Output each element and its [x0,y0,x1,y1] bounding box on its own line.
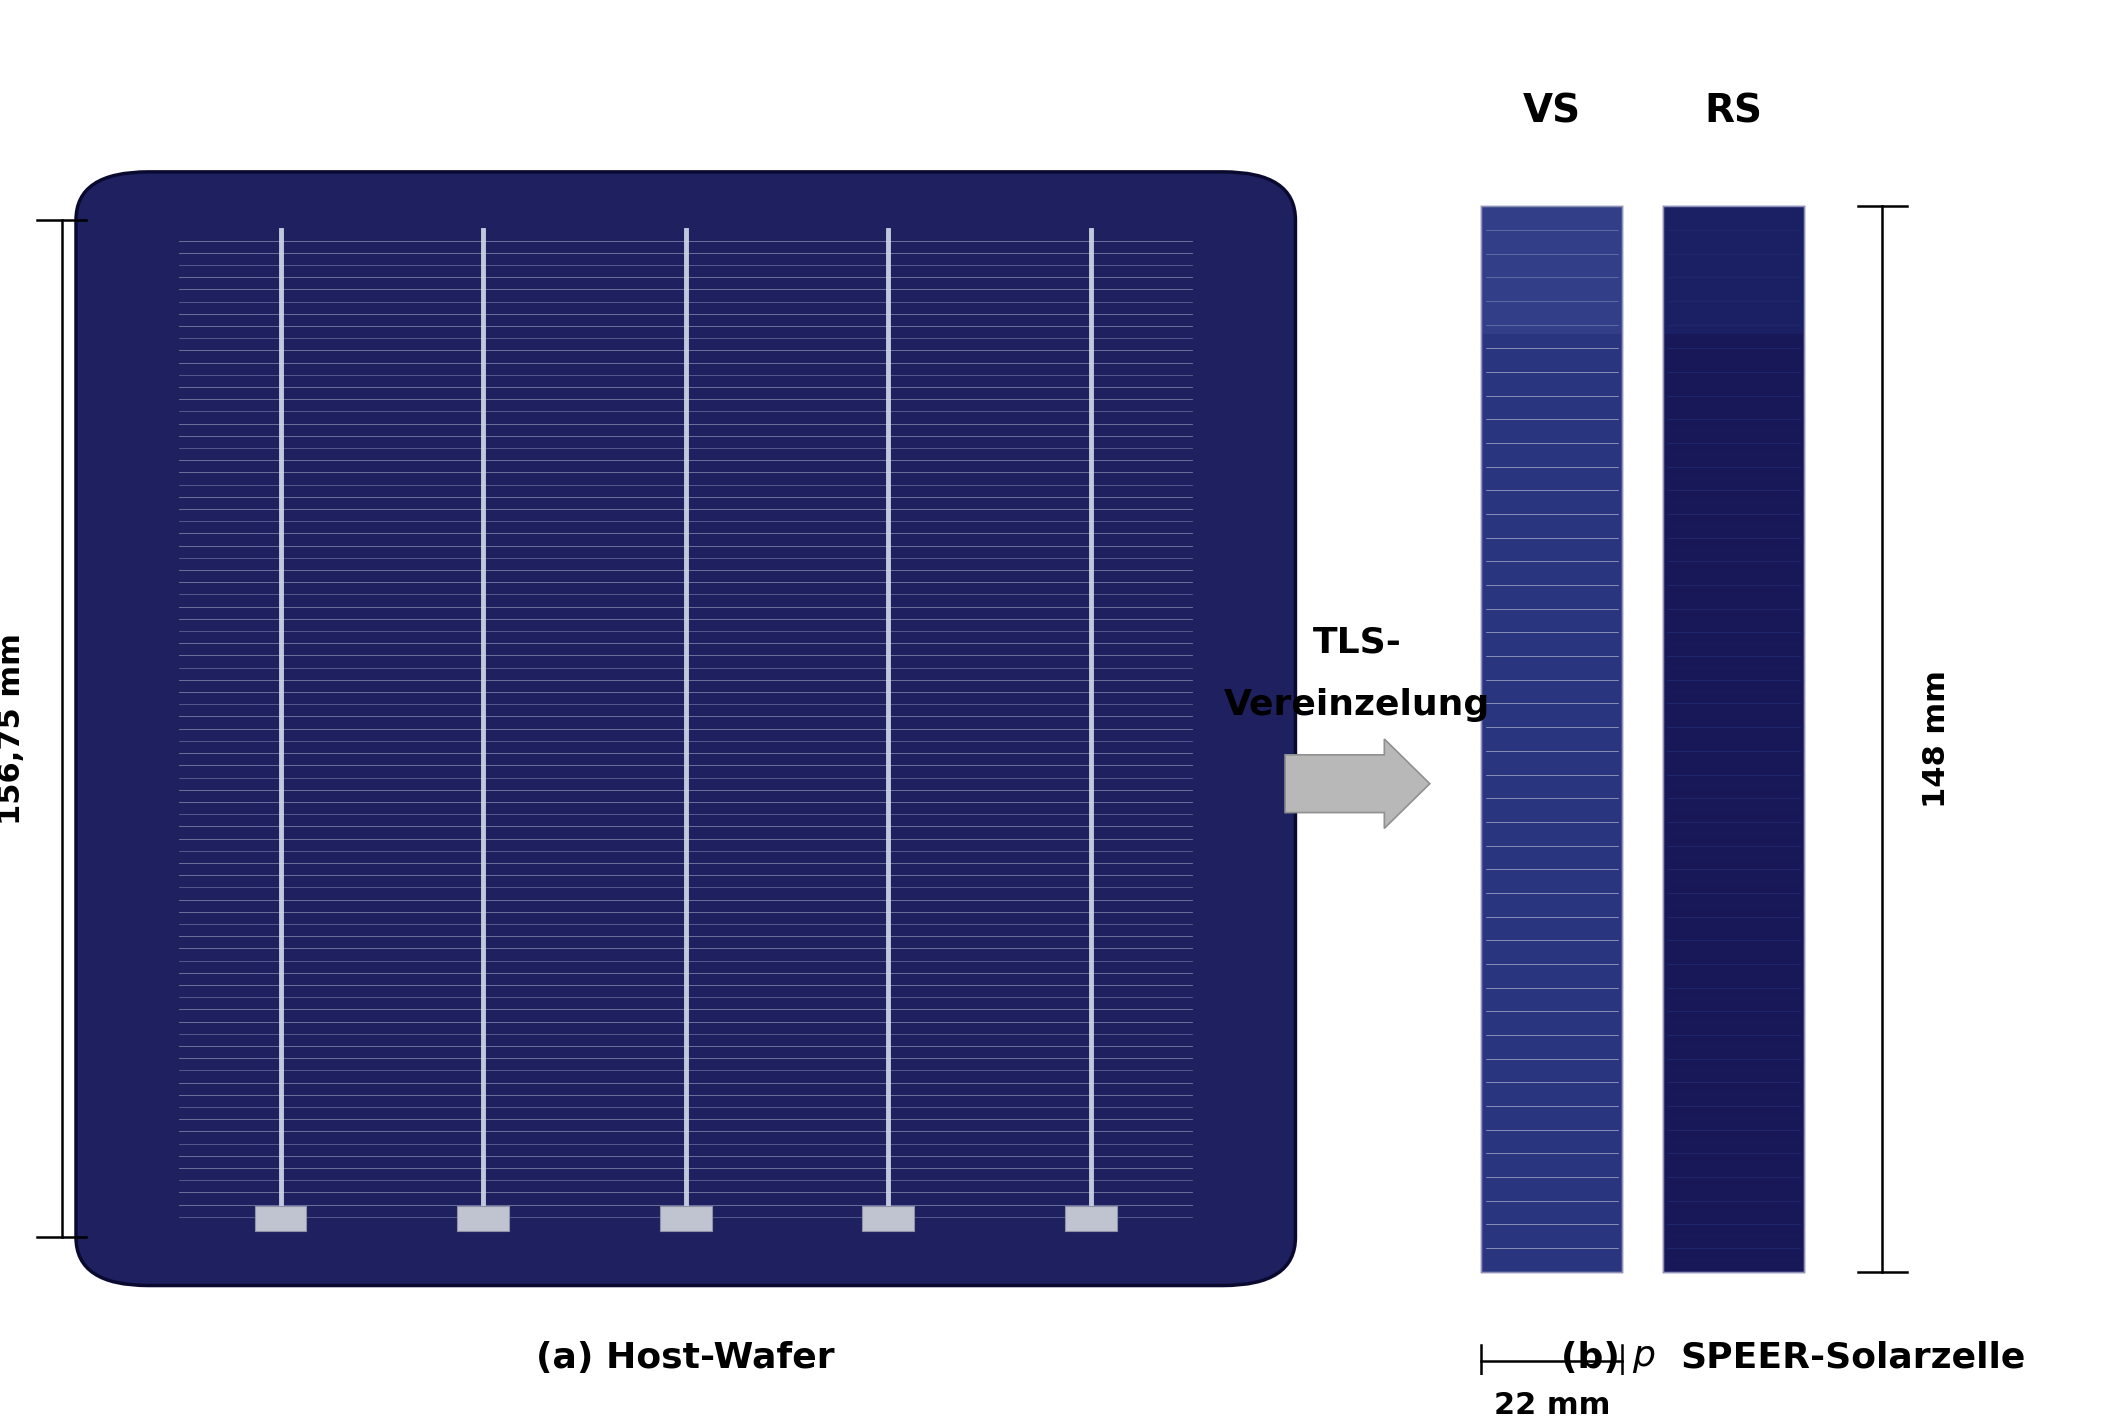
Bar [863,1206,914,1231]
Bar [1663,207,1805,1272]
Text: 22 mm: 22 mm [1495,1391,1611,1417]
Text: RS: RS [1704,92,1763,130]
Text: (a) Host-Wafer: (a) Host-Wafer [536,1340,836,1374]
Text: VS: VS [1522,92,1581,130]
Text: SPEER-Solarzelle: SPEER-Solarzelle [1680,1340,2024,1374]
Text: $p$: $p$ [1632,1340,1655,1374]
Bar [1482,207,1621,334]
Bar [1663,207,1805,334]
Text: 148 mm: 148 mm [1921,670,1951,808]
Text: 156,75 mm: 156,75 mm [0,633,27,825]
FancyArrow shape [1286,740,1429,829]
Bar [661,1206,711,1231]
Bar [1064,1206,1117,1231]
Text: TLS-: TLS- [1313,626,1402,660]
Bar [458,1206,509,1231]
Bar [1482,207,1621,1272]
Text: Vereinzelung: Vereinzelung [1224,687,1490,721]
FancyBboxPatch shape [76,171,1296,1285]
Bar [255,1206,306,1231]
Text: (b): (b) [1560,1340,1632,1374]
